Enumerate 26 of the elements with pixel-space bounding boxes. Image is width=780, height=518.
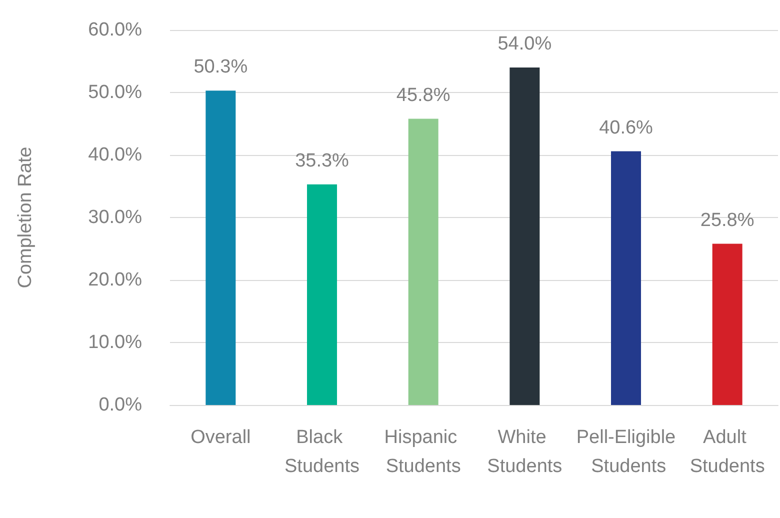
bar: [408, 118, 438, 405]
x-tick-label: Black Students: [284, 427, 360, 477]
x-tick-label: Hispanic Students: [384, 427, 462, 477]
x-tick-label: Pell-Eligible Students: [576, 427, 676, 477]
y-tick-label: 20.0%: [88, 270, 142, 290]
bar: [611, 151, 641, 405]
y-tick-label: 30.0%: [88, 207, 142, 228]
bar: [307, 184, 337, 405]
y-tick-label: 50.0%: [88, 82, 142, 103]
x-tick-label: Adult Students: [690, 427, 765, 477]
y-axis-title: Completion Rate: [15, 146, 36, 288]
y-tick-label: 40.0%: [88, 144, 142, 166]
data-label: 40.6%: [599, 117, 654, 138]
x-tick-label: White Students: [487, 427, 562, 477]
data-label: 45.8%: [396, 84, 450, 106]
y-tick-label: 60.0%: [88, 20, 142, 40]
data-label: 50.3%: [194, 56, 248, 78]
y-tick-label: 10.0%: [88, 332, 142, 353]
x-tick-label: Overall: [190, 427, 251, 448]
data-label: 35.3%: [295, 150, 350, 172]
bar: [510, 68, 540, 405]
bar: [206, 90, 236, 405]
bar: [712, 244, 742, 405]
data-label: 54.0%: [498, 34, 552, 54]
data-label: 25.8%: [700, 210, 754, 231]
y-tick-label: 0.0%: [98, 394, 142, 416]
